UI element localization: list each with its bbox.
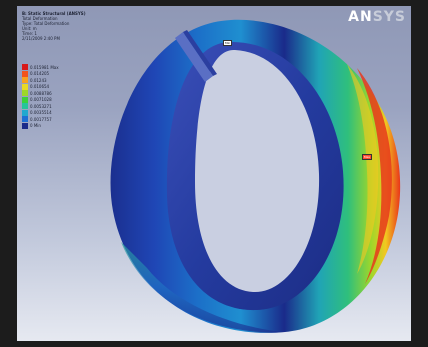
warm-band — [347, 64, 379, 274]
info-line: Unit: m — [22, 26, 37, 31]
legend-row: 0.01243 — [22, 77, 59, 84]
legend-row: 0.0071028 — [22, 96, 59, 104]
legend-value: 0.01243 — [30, 77, 47, 83]
legend-row: 0.0053271 — [22, 103, 59, 110]
legend-swatch — [22, 70, 28, 77]
legend-swatch — [22, 77, 28, 84]
deformation-contour-model[interactable] — [17, 6, 411, 341]
legend-value: 0.0017757 — [30, 116, 52, 122]
stiffener-bar — [175, 32, 213, 82]
contour-legend[interactable]: 0.015981 Max 0.014205 0.01243 0.010654 0… — [22, 64, 59, 129]
legend-row: 0.0017757 — [22, 116, 59, 123]
graphics-viewport[interactable]: B: Static Structural (ANSYS) Total Defor… — [17, 6, 411, 341]
info-line: 2/11/2009 2:40 PM — [22, 36, 60, 41]
ring-bottom-rim — [121, 242, 285, 333]
max-deformation-band — [357, 68, 392, 284]
logo-text-main: AN — [348, 9, 373, 25]
legend-value: 0.015981 Max — [30, 64, 59, 70]
legend-swatch — [22, 64, 28, 71]
legend-value: 0.010654 — [30, 84, 50, 90]
legend-swatch — [22, 116, 28, 123]
legend-value: 0.0071028 — [30, 97, 52, 103]
legend-row: 0.014205 — [22, 70, 59, 78]
info-line: B: Static Structural (ANSYS) — [22, 11, 86, 16]
legend-value: 0 Min — [30, 123, 41, 129]
legend-value: 0.0053271 — [30, 103, 52, 109]
info-line: Time: 1 — [22, 31, 37, 36]
legend-row: 0.010654 — [22, 83, 59, 91]
info-line: Type: Total Deformation — [22, 21, 70, 26]
legend-swatch — [22, 83, 28, 90]
legend-row: 0.0088786 — [22, 90, 59, 97]
legend-row: 0.015981 Max — [22, 64, 59, 71]
stiffener-bar-shadow — [183, 30, 217, 76]
legend-swatch — [22, 109, 28, 116]
info-line: Total Deformation — [22, 16, 58, 21]
legend-swatch — [22, 103, 28, 110]
legend-swatch — [22, 122, 28, 129]
max-probe-label[interactable]: Max — [362, 154, 373, 160]
legend-swatch — [22, 90, 28, 97]
legend-row: 0 Min — [22, 122, 59, 130]
legend-value: 0.014205 — [30, 71, 50, 77]
legend-value: 0.0035514 — [30, 110, 52, 116]
legend-swatch — [22, 96, 28, 103]
ring-opening — [195, 49, 320, 293]
legend-value: 0.0088786 — [30, 90, 52, 96]
result-info-block: B: Static Structural (ANSYS) Total Defor… — [22, 11, 112, 41]
legend-row: 0.0035514 — [22, 109, 59, 117]
ansys-logo: ANSYS — [348, 9, 406, 25]
logo-text-rest: SYS — [372, 9, 406, 25]
min-probe-label[interactable]: Min — [223, 40, 233, 46]
